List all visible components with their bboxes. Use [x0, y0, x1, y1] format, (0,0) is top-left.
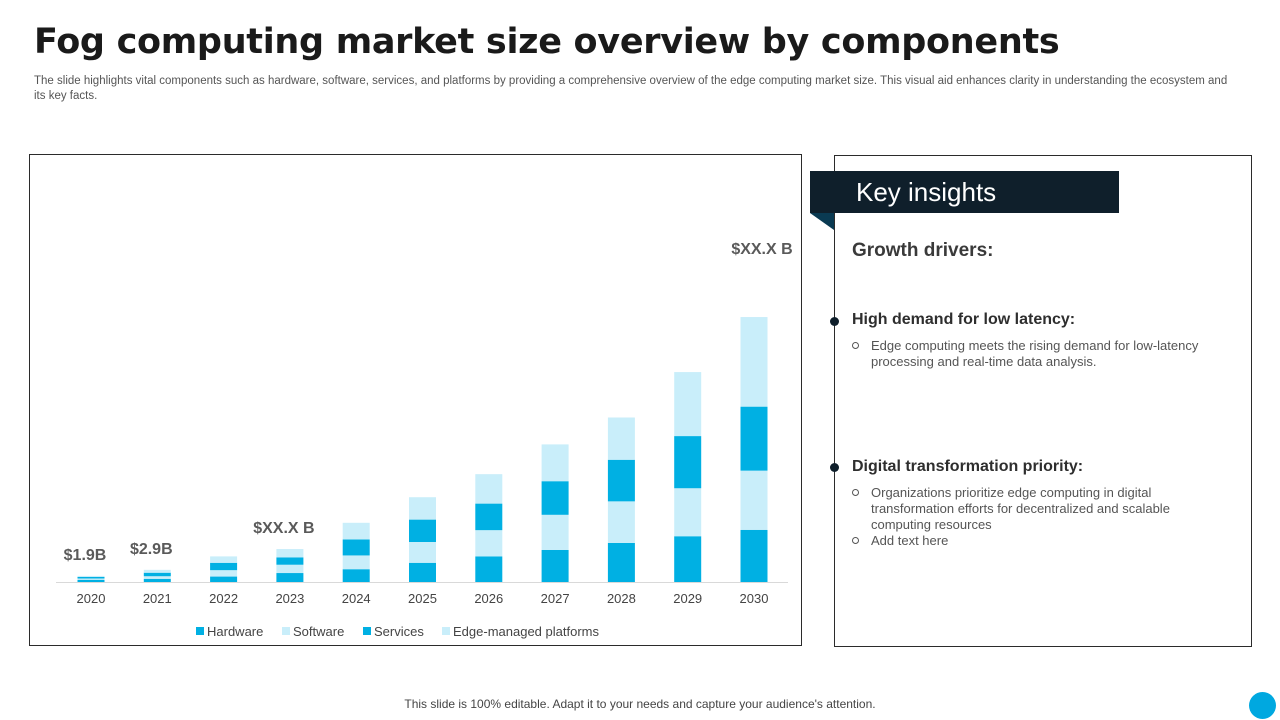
legend-swatch	[442, 627, 450, 635]
x-tick-label: 2027	[541, 591, 570, 606]
x-tick-label: 2029	[673, 591, 702, 606]
bar-edge-managed-platforms-2022	[210, 556, 238, 563]
bar-edge-managed-platforms-2026	[475, 474, 503, 504]
bar-hardware-2026	[475, 556, 503, 582]
bar-services-2020	[77, 576, 105, 579]
bar-hardware-2024	[342, 569, 370, 582]
bar-edge-managed-platforms-2027	[541, 444, 569, 482]
growth-drivers-heading: Growth drivers:	[852, 240, 994, 261]
legend-label: Edge-managed platforms	[453, 624, 599, 639]
bar-services-2030	[740, 406, 768, 471]
bar-software-2022	[210, 570, 238, 577]
bar-software-2023	[276, 564, 304, 574]
bar-hardware-2029	[674, 536, 702, 582]
bar-services-2021	[143, 572, 171, 577]
stacked-bar-chart: 2020 2021 2022 2023 2024 2025 2026 2027 2028 2029…	[56, 241, 793, 639]
bullet-dot-icon	[830, 317, 839, 326]
x-tick-label: 2024	[342, 591, 371, 606]
value-label: $2.9B	[130, 541, 173, 558]
bar-edge-managed-platforms-2029	[674, 372, 702, 437]
bar-edge-managed-platforms-2028	[607, 417, 635, 460]
bar-software-2024	[342, 555, 370, 570]
bar-edge-managed-platforms-2030	[740, 317, 768, 407]
insight-title-latency: High demand for low latency:	[852, 311, 1076, 328]
list-item: Edge computing meets the rising demand f…	[852, 338, 1212, 370]
circle-bullet-icon	[852, 537, 859, 544]
value-label: $1.9B	[64, 547, 107, 564]
x-tick-label: 2025	[408, 591, 437, 606]
legend-label: Services	[374, 624, 424, 639]
bar-services-2027	[541, 481, 569, 515]
insight-list-latency: Edge computing meets the rising demand f…	[852, 338, 1212, 370]
bar-edge-managed-platforms-2023	[276, 549, 304, 558]
bar-hardware-2023	[276, 573, 304, 582]
insights-panel	[834, 155, 1252, 647]
bar-services-2025	[409, 519, 436, 542]
legend-label: Software	[293, 624, 344, 639]
bar-edge-managed-platforms-2021	[143, 569, 171, 573]
bullet-text: Edge computing meets the rising demand f…	[871, 338, 1199, 369]
corner-circle-icon	[1249, 692, 1276, 719]
banner-fold-decoration	[810, 213, 834, 230]
bar-services-2029	[674, 436, 702, 489]
list-item: Organizations prioritize edge computing …	[852, 485, 1212, 533]
bar-edge-managed-platforms-2024	[342, 522, 370, 540]
bar-services-2022	[210, 562, 238, 571]
circle-bullet-icon	[852, 342, 859, 349]
bar-services-2026	[475, 503, 503, 531]
bar-hardware-2028	[607, 542, 635, 582]
x-tick-label: 2028	[607, 591, 636, 606]
bar-services-2028	[607, 459, 635, 502]
chart-panel: 2020 2021 2022 2023 2024 2025 2026 2027 2028 2029…	[29, 154, 802, 646]
insight-list-digital: Organizations prioritize edge computing …	[852, 485, 1212, 549]
bar-hardware-2027	[541, 550, 569, 582]
legend-label: Hardware	[207, 624, 263, 639]
bar-software-2026	[475, 530, 503, 557]
bar-software-2027	[541, 514, 569, 550]
value-label: $XX.X B	[253, 520, 314, 537]
list-item: Add text here	[852, 533, 1212, 549]
x-tick-label: 2023	[275, 591, 304, 606]
page-subtitle: The slide highlights vital components su…	[34, 75, 1228, 102]
bar-edge-managed-platforms-2025	[409, 497, 436, 520]
insight-title-digital: Digital transformation priority:	[852, 458, 1084, 475]
bar-software-2030	[740, 470, 768, 530]
key-insights-banner: Key insights	[810, 171, 1119, 213]
bar-hardware-2022	[210, 576, 238, 582]
bullet-text: Organizations prioritize edge computing …	[871, 485, 1170, 532]
x-tick-label: 2026	[474, 591, 503, 606]
bar-hardware-2020	[77, 579, 105, 582]
page-title: Fog computing market size overview by co…	[34, 22, 1060, 62]
bar-hardware-2030	[740, 529, 768, 582]
x-tick-label: 2021	[143, 591, 172, 606]
bar-software-2025	[409, 542, 436, 563]
legend-swatch	[282, 627, 290, 635]
x-tick-label: 2030	[740, 591, 769, 606]
bar-hardware-2021	[143, 578, 171, 582]
bar-services-2023	[276, 557, 304, 565]
footer-note: This slide is 100% editable. Adapt it to…	[404, 697, 876, 711]
bullet-dot-icon	[830, 463, 839, 472]
bar-software-2029	[674, 488, 702, 537]
bullet-text: Add text here	[871, 533, 949, 548]
bar-services-2024	[342, 539, 370, 556]
value-label: $XX.X B	[731, 241, 792, 258]
circle-bullet-icon	[852, 489, 859, 496]
bar-edge-managed-platforms-2020	[77, 575, 105, 577]
legend-swatch	[363, 627, 371, 635]
bar-software-2020	[77, 578, 105, 580]
bar-software-2028	[607, 501, 635, 543]
x-tick-label: 2020	[77, 591, 106, 606]
bar-software-2021	[143, 576, 171, 579]
legend-swatch	[196, 627, 204, 635]
bar-hardware-2025	[409, 562, 436, 582]
x-tick-label: 2022	[209, 591, 238, 606]
